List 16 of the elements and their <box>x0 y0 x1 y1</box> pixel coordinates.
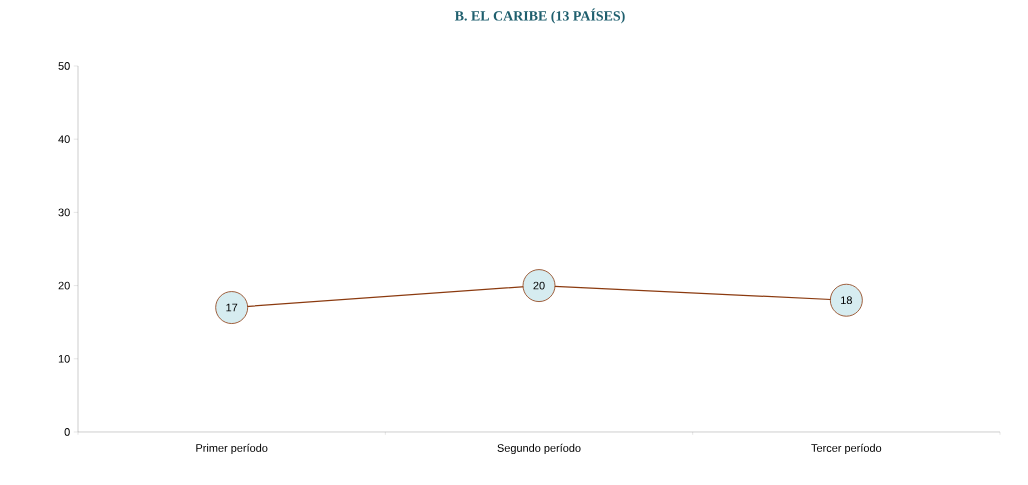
y-tick-label: 0 <box>64 428 70 436</box>
point <box>522 269 556 302</box>
data-label: 20 <box>533 281 545 290</box>
y-tick-label: 30 <box>58 208 70 217</box>
y-tick-label: 40 <box>58 135 70 144</box>
y-tick-label: 20 <box>58 281 70 290</box>
point <box>215 291 249 324</box>
data-label: 18 <box>841 296 852 305</box>
x-tick-label: Primer período <box>196 443 268 455</box>
y-tick-label: 50 <box>58 62 70 70</box>
chart-title: B. EL CARIBE (13 PAÍSES) <box>454 8 625 24</box>
x-tick-label: Tercer período <box>811 443 882 455</box>
point <box>829 283 863 317</box>
y-tick-label: 10 <box>58 354 70 363</box>
x-tick-label: Segundo período <box>497 443 581 455</box>
data-label: 17 <box>226 303 238 312</box>
